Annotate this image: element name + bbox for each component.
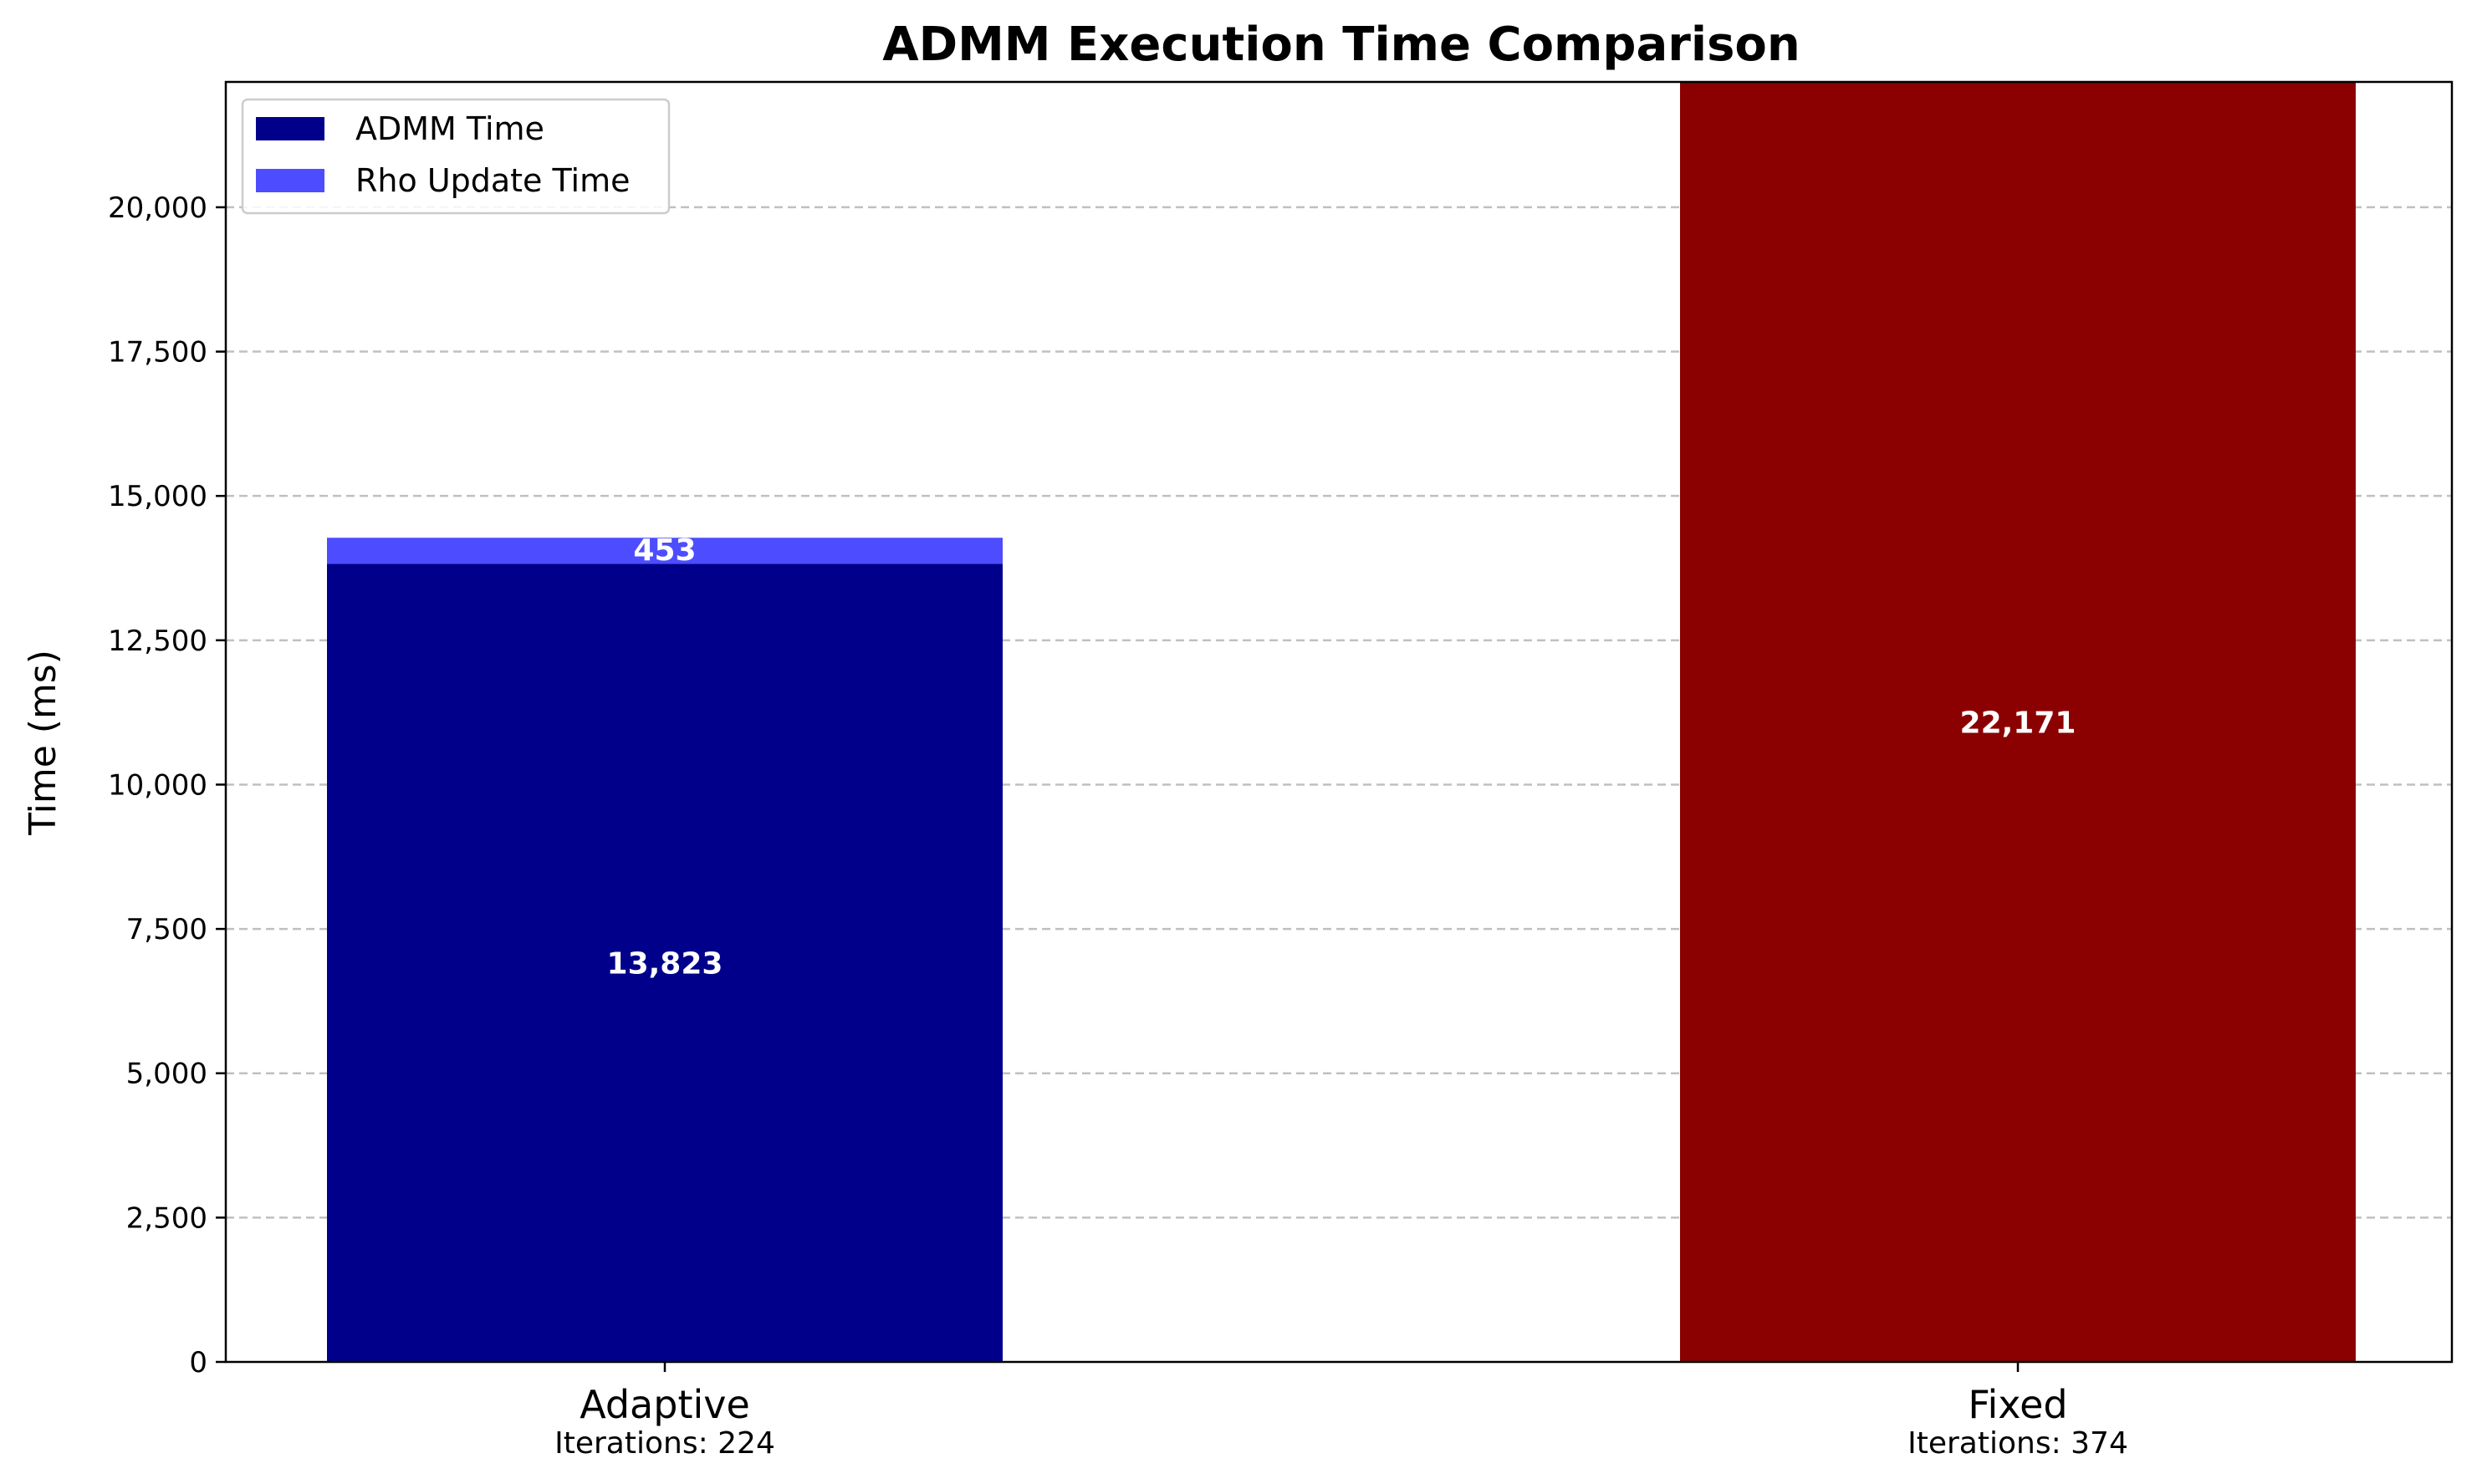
grid bbox=[226, 206, 2452, 1219]
y-tick-label: 20,000 bbox=[108, 191, 207, 225]
legend-swatch bbox=[256, 117, 324, 140]
legend-box bbox=[241, 98, 671, 215]
bar-segment bbox=[1680, 82, 2356, 1362]
y-tick-label: 2,500 bbox=[126, 1201, 207, 1235]
legend-label: Rho Update Time bbox=[355, 162, 631, 199]
legend: ADMM Time Rho Update Time bbox=[241, 98, 671, 215]
bar-segment bbox=[327, 564, 1003, 1362]
y-tick-label: 0 bbox=[189, 1346, 207, 1379]
chart-title: ADMM Execution Time Comparison bbox=[882, 18, 1800, 72]
x-tick-sublabel: Iterations: 224 bbox=[554, 1426, 775, 1461]
bar-value-label: 13,823 bbox=[607, 947, 723, 982]
y-tick-label: 10,000 bbox=[108, 768, 207, 802]
y-tick-label: 15,000 bbox=[108, 480, 207, 513]
legend-label: ADMM Time bbox=[355, 110, 544, 147]
bars bbox=[327, 82, 2356, 1362]
y-tick-label: 17,500 bbox=[108, 336, 207, 370]
y-axis-ticks: 0 2,500 5,000 7,500 10,000 12,500 15,000 17,500… bbox=[108, 191, 226, 1379]
y-tick-label: 12,500 bbox=[108, 625, 207, 658]
bar-labels: 13,823 453 22,171 bbox=[607, 533, 2076, 982]
y-tick-label: 7,500 bbox=[126, 913, 207, 946]
x-tick-label: Adaptive bbox=[580, 1382, 750, 1427]
y-axis-label: Time (ms) bbox=[22, 650, 64, 836]
legend-swatch bbox=[256, 169, 324, 192]
y-tick-label: 5,000 bbox=[126, 1058, 207, 1091]
bar-value-label: 453 bbox=[633, 533, 696, 568]
x-tick-label: Fixed bbox=[1968, 1382, 2067, 1427]
bar-segment bbox=[327, 538, 1003, 564]
x-tick-sublabel: Iterations: 374 bbox=[1907, 1426, 2128, 1461]
plot-frame bbox=[224, 80, 2454, 1364]
bar-value-label: 22,171 bbox=[1960, 706, 2076, 741]
